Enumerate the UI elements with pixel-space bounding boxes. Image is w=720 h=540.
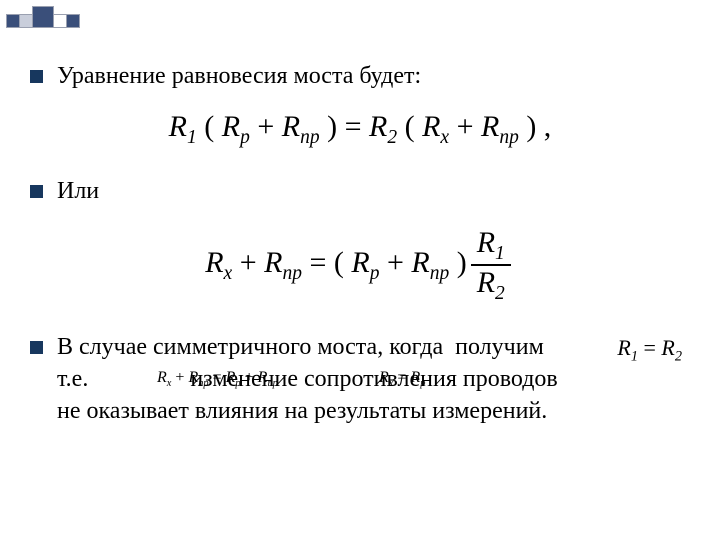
eq-op: + [175, 369, 188, 386]
eq-sub: x [389, 378, 394, 389]
eq-sub: пр [300, 127, 320, 148]
bullet-text: Уравнение равновесия моста будет: [57, 60, 421, 92]
fraction: R1 R2 [471, 226, 511, 305]
eq-paren: ( [405, 110, 423, 143]
eq-sub: пр [430, 263, 450, 284]
eq-op: + [387, 246, 411, 279]
eq-sub: пр [282, 263, 302, 284]
eq-sub: пр [267, 378, 277, 389]
eq-sub: 1 [187, 127, 197, 148]
deco-square [53, 14, 67, 28]
eq-sym: R [282, 110, 300, 143]
eq-op: + [240, 246, 264, 279]
eq-sym: R [226, 369, 236, 386]
eq-paren: ) = [327, 110, 369, 143]
bullet-icon [30, 341, 43, 354]
eq-sym: R [477, 226, 495, 259]
inline-equation: Rx + Rпр = Rp + Rпр [157, 367, 278, 391]
bullet-icon [30, 185, 43, 198]
eq-op: = ( [309, 246, 351, 279]
eq-sub: 1 [631, 348, 638, 364]
eq-sub: p [240, 127, 250, 148]
eq-sym: R [477, 266, 495, 299]
eq-paren: ) , [526, 110, 551, 143]
deco-square [66, 14, 80, 28]
para-line: В случае симметричного моста, когда полу… [57, 331, 690, 363]
eq-sub: p [235, 378, 240, 389]
eq-sym: R [481, 110, 499, 143]
eq-sym: R [169, 110, 187, 143]
eq-sub: x [224, 263, 233, 284]
eq-sym: R [258, 369, 268, 386]
slide-decoration [6, 6, 80, 28]
equation-1: R1 ( Rp + Rпр ) = R2 ( Rx + Rпр ) , [30, 110, 690, 149]
inline-equation: R1 = R2 [617, 333, 682, 367]
bullet-item: Или [30, 175, 690, 207]
equation-2: Rx + Rпр = ( Rp + Rпр ) R1 R2 [30, 226, 690, 305]
eq-sym: R [188, 369, 198, 386]
eq-paren: ) [457, 246, 467, 279]
bullet-item: Уравнение равновесия моста будет: [30, 60, 690, 92]
bullet-text: Или [57, 175, 99, 207]
eq-paren: ( [204, 110, 222, 143]
eq-op: = [213, 369, 226, 386]
eq-sub: p [370, 263, 380, 284]
eq-sym: R [661, 335, 674, 360]
eq-sub: 2 [387, 127, 397, 148]
bullet-item: В случае симметричного моста, когда полу… [30, 331, 690, 428]
eq-sub: 2 [675, 348, 682, 364]
eq-op: + [257, 110, 281, 143]
eq-sym: R [369, 110, 387, 143]
eq-sub: p [420, 378, 425, 389]
eq-sym: R [222, 110, 240, 143]
deco-square [6, 14, 20, 28]
eq-op: + [457, 110, 481, 143]
slide-content: Уравнение равновесия моста будет: R1 ( R… [30, 60, 690, 428]
eq-sub: x [167, 378, 172, 389]
eq-sub: 2 [495, 283, 505, 304]
eq-sym: R [157, 369, 167, 386]
eq-sym: R [411, 246, 429, 279]
deco-square [32, 6, 54, 28]
para-line: т.е. изменение сопротивления проводов [57, 363, 690, 395]
eq-sym: R [617, 335, 630, 360]
eq-sym: R [379, 369, 389, 386]
inline-equation: Rx = Rp [379, 367, 425, 391]
eq-sub: 1 [495, 243, 505, 264]
eq-sym: R [264, 246, 282, 279]
eq-sym: R [205, 246, 223, 279]
eq-sub: x [440, 127, 449, 148]
eq-sym: R [422, 110, 440, 143]
eq-sub: пр [198, 378, 208, 389]
eq-sym: R [410, 369, 420, 386]
deco-square [19, 14, 33, 28]
paragraph-with-inline-eq: В случае симметричного моста, когда полу… [57, 331, 690, 428]
bullet-icon [30, 70, 43, 83]
para-line: не оказывает влияния на результаты измер… [57, 395, 690, 427]
eq-op: + [245, 369, 258, 386]
eq-op: = [643, 335, 655, 360]
eq-sub: пр [499, 127, 519, 148]
eq-sym: R [351, 246, 369, 279]
